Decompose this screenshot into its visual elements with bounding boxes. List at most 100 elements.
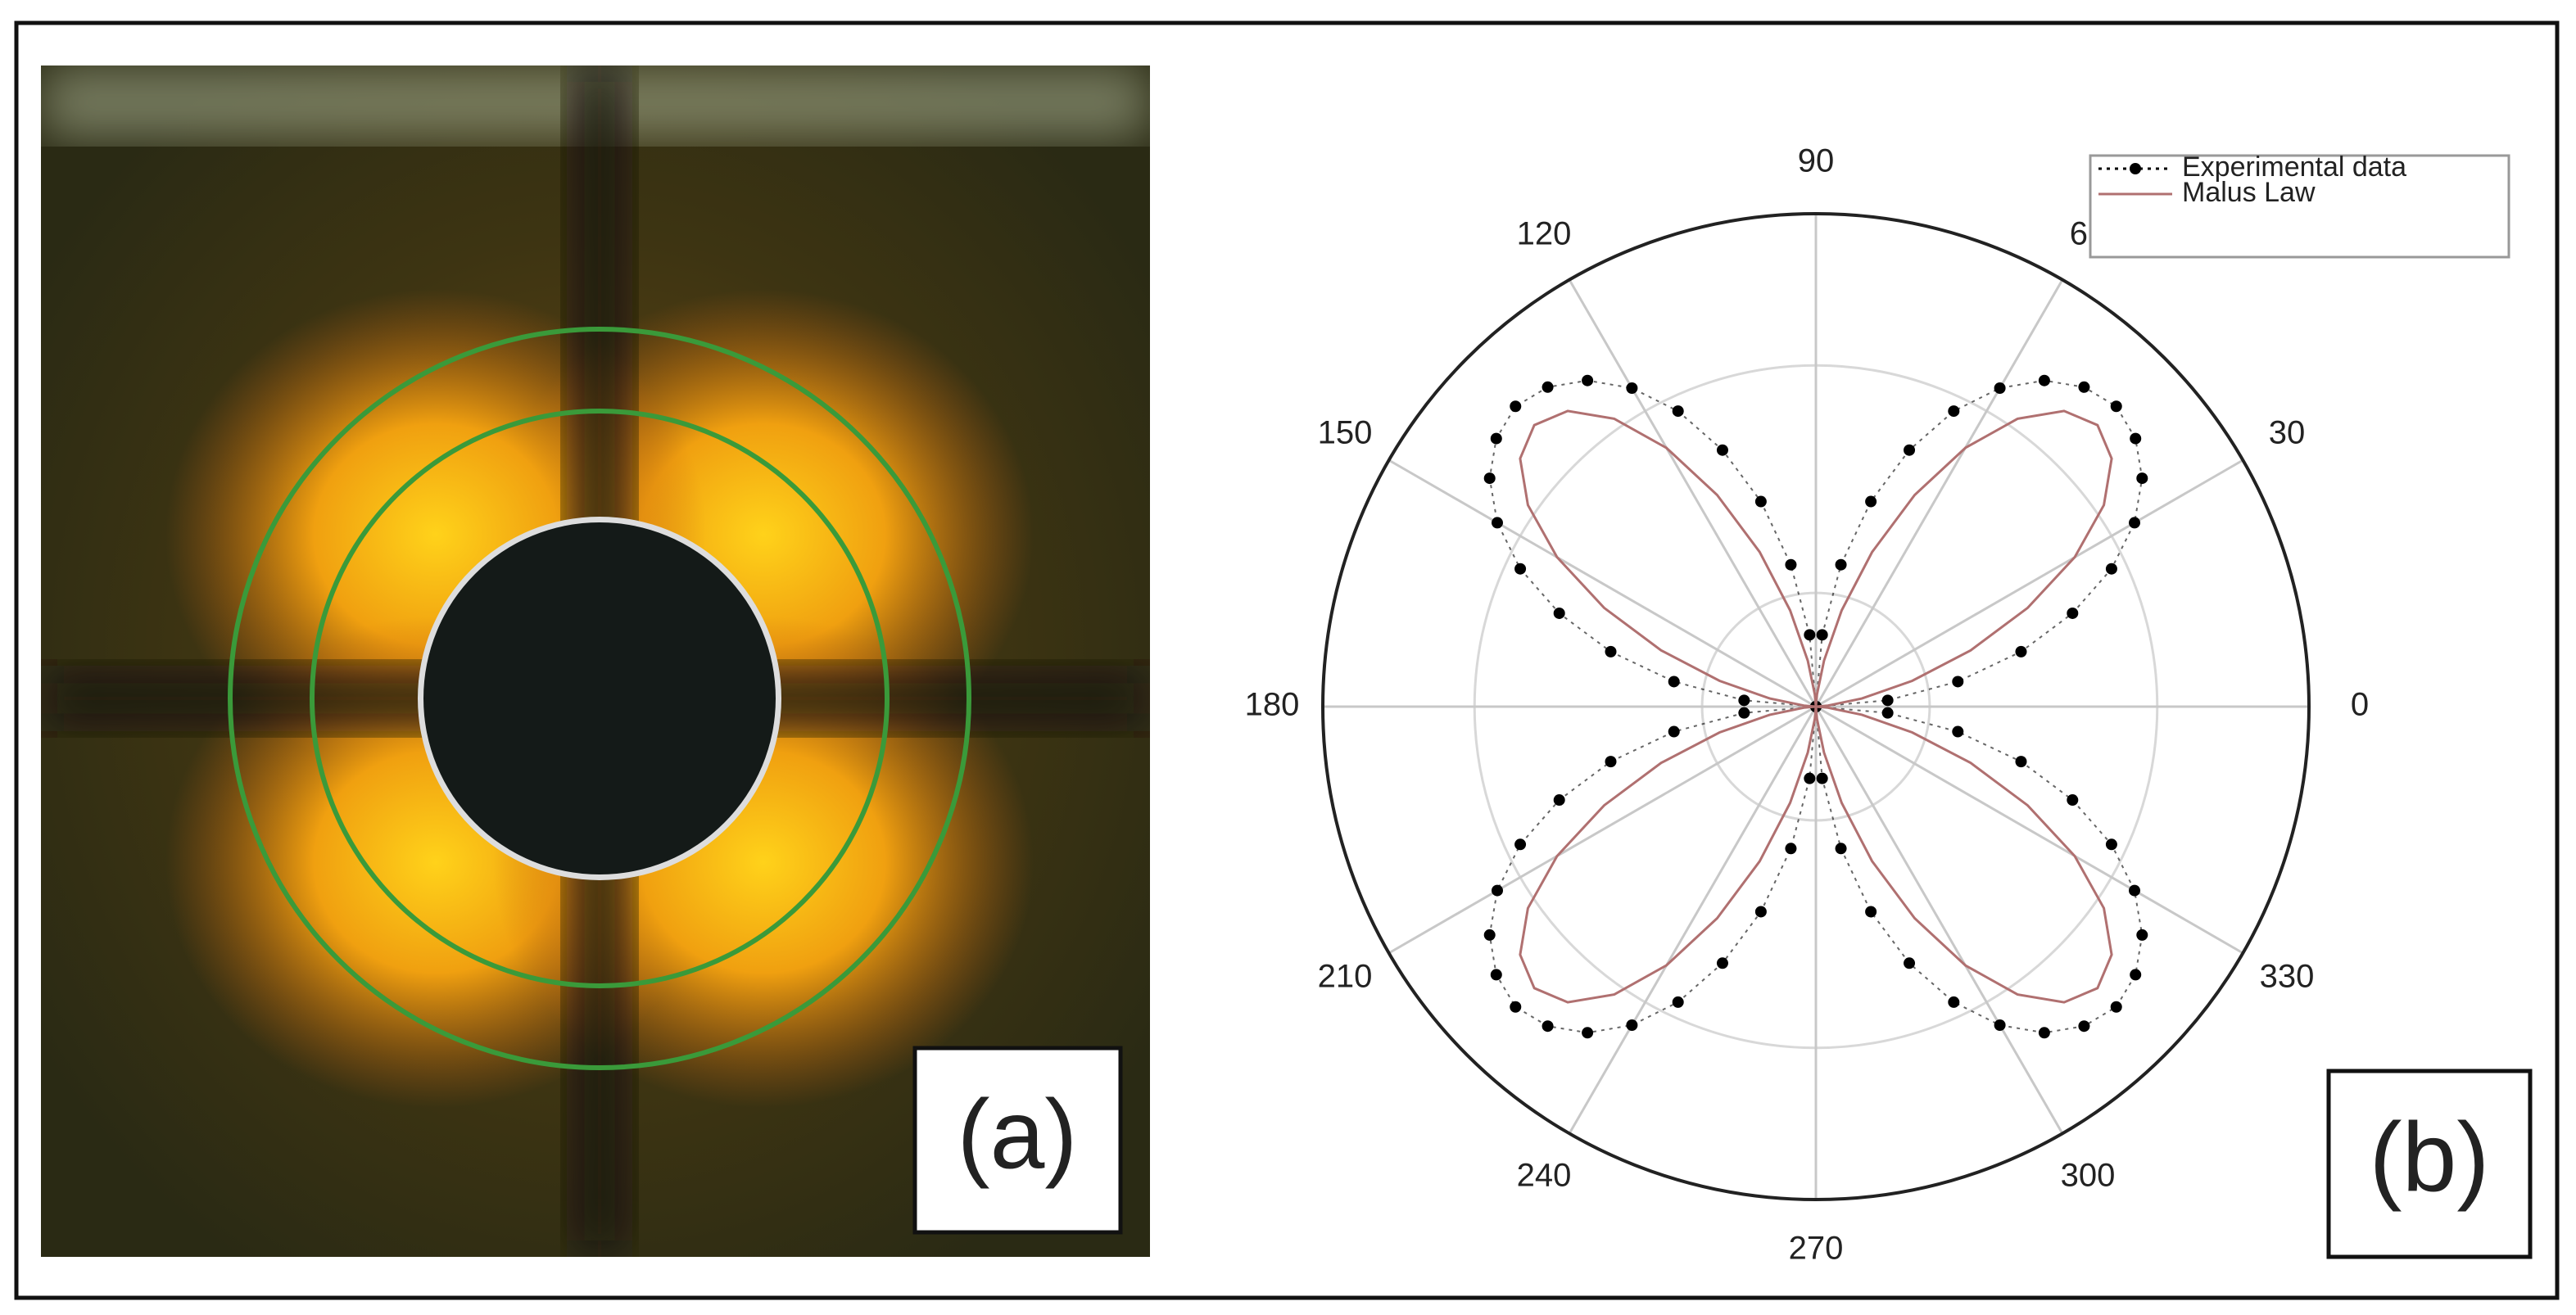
data-point xyxy=(1582,1027,1594,1039)
theta-tick-label: 150 xyxy=(1318,415,1373,451)
data-point xyxy=(1865,906,1877,918)
data-point xyxy=(1835,843,1847,855)
data-point xyxy=(1754,495,1767,508)
grid-spoke xyxy=(1814,706,2064,1135)
theta-tick-label: 300 xyxy=(2061,1158,2116,1194)
data-point xyxy=(1816,629,1828,641)
data-point xyxy=(2110,1001,2122,1013)
data-point xyxy=(1816,772,1828,784)
data-point xyxy=(1605,756,1617,768)
data-point xyxy=(1804,629,1816,641)
grid-spoke xyxy=(1815,705,2244,955)
data-point xyxy=(1553,607,1565,619)
data-point xyxy=(2136,472,2148,485)
data-point xyxy=(2078,1020,2090,1033)
data-point xyxy=(2130,969,2142,981)
data-point xyxy=(1668,725,1680,738)
data-point xyxy=(1754,906,1767,918)
data-point xyxy=(1952,725,1964,738)
data-point xyxy=(2105,563,2117,575)
data-point xyxy=(1490,432,1502,445)
data-point xyxy=(2038,374,2050,386)
data-point xyxy=(2067,794,2079,807)
data-point xyxy=(1542,381,1554,393)
data-point xyxy=(1672,996,1684,1008)
data-point xyxy=(1514,563,1527,575)
panel-label: (b) xyxy=(2370,1103,2490,1213)
data-point xyxy=(1904,444,1916,456)
polar-plot: 0306090120150180210240270300330Experimen… xyxy=(1245,143,2510,1267)
data-point xyxy=(1994,382,2006,394)
theta-tick-label: 240 xyxy=(1517,1158,1572,1194)
legend-box xyxy=(2089,154,2510,259)
figure-border xyxy=(14,20,2560,1300)
data-point xyxy=(1716,957,1728,969)
polar-frame xyxy=(1321,212,2311,1201)
data-point xyxy=(2129,884,2141,897)
data-point xyxy=(1738,707,1750,719)
data-point xyxy=(1785,558,1797,571)
data-point xyxy=(1483,472,1496,485)
data-point xyxy=(1804,772,1816,784)
theta-tick-label: 270 xyxy=(1789,1231,1844,1267)
data-point xyxy=(1490,969,1502,981)
data-point xyxy=(2015,645,2027,658)
data-point xyxy=(1952,676,1964,688)
data-point xyxy=(2078,381,2090,393)
data-point xyxy=(2129,517,2141,529)
data-point xyxy=(1510,400,1522,413)
data-point xyxy=(1881,694,1894,707)
data-point xyxy=(1865,495,1877,508)
theta-tick-label: 120 xyxy=(1517,216,1572,252)
data-point xyxy=(2130,432,2142,445)
panel-label: (a) xyxy=(958,1080,1078,1190)
grid-spoke xyxy=(1815,459,2244,708)
data-point xyxy=(2136,929,2148,941)
data-point xyxy=(1626,382,1638,394)
legend-label: Experimental data xyxy=(2182,151,2406,183)
data-point xyxy=(1668,676,1680,688)
photo xyxy=(41,66,1150,1257)
data-point xyxy=(1948,996,1960,1008)
data-point xyxy=(2067,607,2079,619)
data-point xyxy=(1514,838,1527,851)
data-point xyxy=(1672,405,1684,418)
data-point xyxy=(1948,405,1960,418)
data-point xyxy=(1904,957,1916,969)
data-point xyxy=(1483,929,1496,941)
data-point xyxy=(1994,1019,2006,1032)
grid-spoke xyxy=(1568,706,1818,1135)
theta-tick-label: 180 xyxy=(1245,687,1300,723)
data-point xyxy=(1716,444,1728,456)
data-point xyxy=(1491,884,1503,897)
data-point xyxy=(1881,707,1894,719)
data-point xyxy=(1835,558,1847,571)
grid-spoke xyxy=(1388,459,1817,708)
legend-marker xyxy=(2130,163,2141,174)
data-point xyxy=(1491,517,1503,529)
data-point xyxy=(2015,756,2027,768)
theta-tick-label: 330 xyxy=(2260,959,2315,995)
data-point xyxy=(1785,843,1797,855)
grid-spoke xyxy=(1568,278,1818,707)
theta-tick-label: 30 xyxy=(2269,415,2306,451)
data-point xyxy=(1738,694,1750,707)
panel-label-box xyxy=(2326,1069,2533,1259)
data-point xyxy=(1582,374,1594,386)
data-point xyxy=(1626,1019,1638,1032)
data-point xyxy=(1553,794,1565,807)
grid-spoke xyxy=(1388,705,1817,955)
data-point xyxy=(1605,645,1617,658)
theta-tick-label: 210 xyxy=(1318,959,1373,995)
series-line xyxy=(1519,409,2113,1004)
theta-tick-label: 90 xyxy=(1798,143,1835,179)
data-point xyxy=(1510,1001,1522,1013)
theta-tick-label: 0 xyxy=(2351,687,2369,723)
data-point xyxy=(2110,400,2122,413)
data-point xyxy=(2105,838,2117,851)
data-point xyxy=(1542,1020,1554,1033)
legend-label: Malus Law xyxy=(2182,177,2316,208)
data-point xyxy=(2038,1027,2050,1039)
grid-spoke xyxy=(1814,278,2064,707)
